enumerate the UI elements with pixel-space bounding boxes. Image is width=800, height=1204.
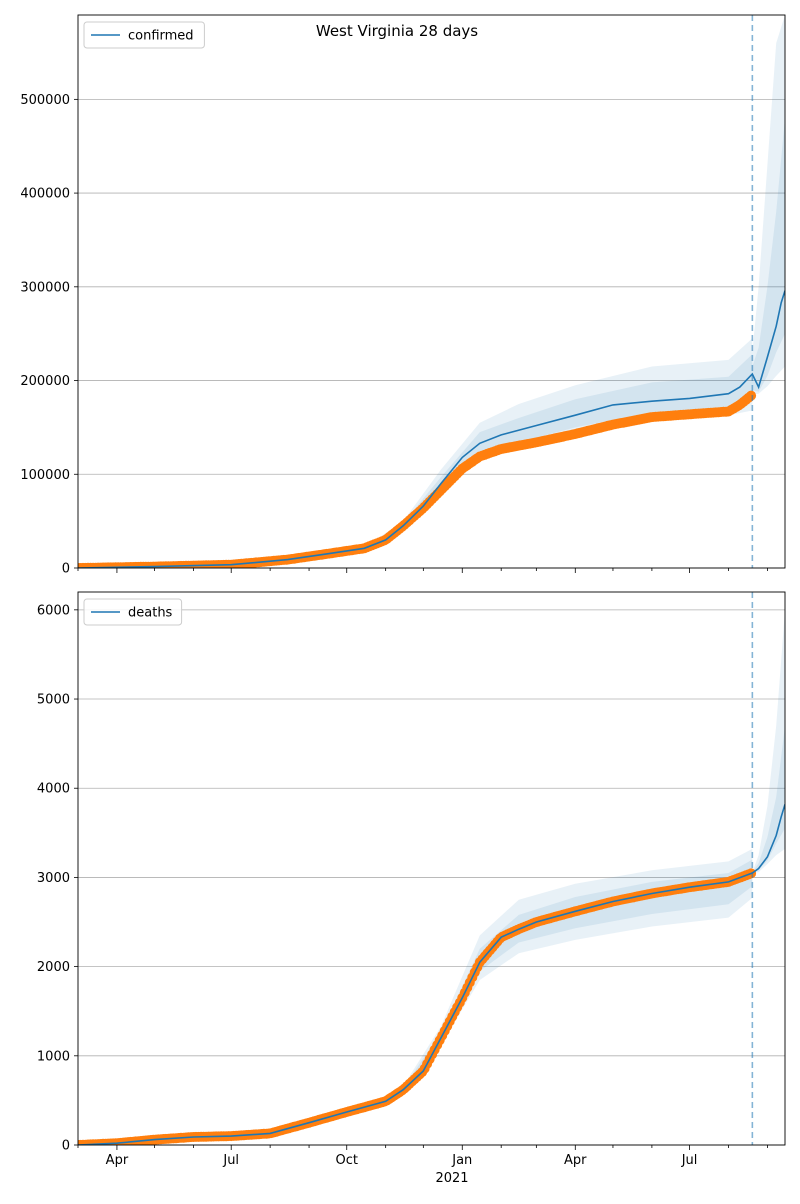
observed-points bbox=[78, 390, 757, 568]
x-tick-label: Jul bbox=[222, 1153, 239, 1168]
uncertainty-band bbox=[364, 338, 753, 550]
model-line bbox=[78, 804, 785, 1145]
x-tick-label: Jan bbox=[451, 1153, 472, 1168]
y-tick-label: 400000 bbox=[20, 187, 70, 202]
y-tick-label: 2000 bbox=[37, 960, 70, 975]
axes-frame bbox=[77, 591, 786, 1146]
observed-point bbox=[746, 390, 757, 401]
uncertainty-band bbox=[364, 354, 753, 549]
y-tick-label: 200000 bbox=[20, 374, 70, 389]
y-tick-label: 1000 bbox=[37, 1049, 70, 1064]
legend-box bbox=[83, 598, 183, 626]
legend: deaths bbox=[83, 598, 183, 626]
x-tick-label: Apr bbox=[106, 1153, 129, 1168]
y-tick-label: 4000 bbox=[37, 782, 70, 797]
x-tick-label: Apr bbox=[564, 1153, 587, 1168]
y-tick-label: 300000 bbox=[20, 280, 70, 295]
uncertainty-band bbox=[752, 609, 785, 873]
legend-label: confirmed bbox=[128, 29, 194, 44]
uncertainty-band bbox=[752, 15, 785, 395]
figure-title: West Virginia 28 days bbox=[316, 22, 478, 40]
legend: confirmed bbox=[83, 21, 205, 49]
x-tick-label: Oct bbox=[335, 1153, 357, 1168]
axes-frame bbox=[77, 14, 786, 569]
y-tick-label: 100000 bbox=[20, 468, 70, 483]
x-tick-label: Jul bbox=[681, 1153, 698, 1168]
y-tick-label: 3000 bbox=[37, 871, 70, 886]
uncertainty-band bbox=[752, 725, 785, 873]
y-tick-label: 0 bbox=[62, 562, 70, 577]
y-tick-label: 500000 bbox=[20, 93, 70, 108]
x-year-label: 2021 bbox=[435, 1171, 468, 1186]
uncertainty-band bbox=[403, 848, 753, 1092]
model-line bbox=[78, 290, 785, 568]
y-tick-label: 0 bbox=[62, 1139, 70, 1154]
deaths-panel: 0 1000 2000 3000 4000 5000 6000 Apr Jul Oct Jan Apr… bbox=[37, 591, 786, 1168]
y-tick-label: 6000 bbox=[37, 603, 70, 618]
legend-box bbox=[83, 21, 205, 49]
confirmed-panel: 0 100000 200000 300000 400000 500000 confirmed bbox=[20, 14, 786, 577]
y-tick-label: 5000 bbox=[37, 693, 70, 708]
legend-label: deaths bbox=[128, 606, 173, 621]
